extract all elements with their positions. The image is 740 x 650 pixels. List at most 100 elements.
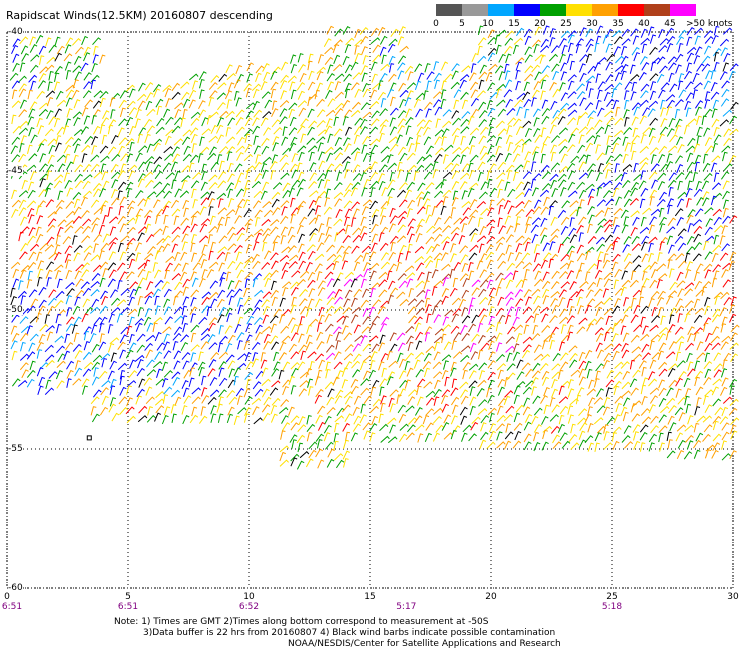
- wind-barb: [612, 29, 622, 38]
- wind-barb: [66, 161, 74, 171]
- wind-barb: [280, 162, 289, 171]
- wind-barb: [226, 151, 233, 161]
- wind-barb: [342, 252, 349, 262]
- wind-barb: [226, 226, 236, 235]
- wind-barb: [648, 236, 658, 244]
- wind-barb: [379, 72, 388, 82]
- wind-barb: [656, 297, 665, 306]
- wind-barb: [37, 80, 46, 89]
- wind-barb: [579, 199, 585, 209]
- wind-barb: [450, 396, 460, 406]
- wind-barb: [371, 242, 378, 252]
- wind-barb: [588, 88, 594, 98]
- wind-barb: [629, 197, 639, 206]
- wind-barb: [566, 298, 573, 308]
- wind-barb: [83, 330, 90, 341]
- wind-barb: [453, 261, 462, 271]
- wind-barb: [684, 252, 691, 263]
- wind-barb: [345, 37, 355, 46]
- wind-barb: [333, 326, 342, 335]
- wind-barb: [676, 271, 684, 281]
- wind-barb: [468, 370, 477, 379]
- wind-barb: [345, 126, 352, 136]
- wind-barb: [605, 169, 611, 179]
- wind-barb: [623, 253, 632, 262]
- wind-barb: [721, 440, 727, 450]
- wind-barb: [559, 165, 569, 174]
- wind-barb: [262, 305, 270, 315]
- wind-barb: [677, 144, 685, 153]
- wind-barb: [720, 47, 728, 57]
- wind-barb: [605, 315, 612, 326]
- wind-barb: [263, 209, 274, 218]
- wind-barb: [620, 63, 629, 73]
- wind-barb: [11, 80, 20, 89]
- wind-barb: [593, 378, 600, 388]
- wind-barb: [327, 290, 336, 300]
- wind-barb: [191, 277, 199, 287]
- wind-barb: [44, 344, 54, 353]
- wind-barb: [327, 388, 335, 398]
- wind-barb: [487, 394, 495, 404]
- wind-barb: [30, 54, 40, 62]
- wind-barb: [596, 152, 606, 161]
- wind-barb: [668, 187, 674, 197]
- wind-barb: [83, 72, 92, 81]
- wind-barb: [272, 100, 278, 110]
- wind-barb: [390, 241, 396, 252]
- wind-barb: [279, 297, 286, 307]
- wind-barb: [91, 136, 99, 146]
- wind-barb: [693, 188, 703, 197]
- wind-barb: [677, 228, 687, 237]
- wind-barb: [29, 170, 37, 181]
- wind-barb: [721, 431, 730, 441]
- wind-barb: [425, 145, 434, 155]
- wind-barb: [99, 406, 109, 416]
- wind-barb: [298, 344, 307, 353]
- wind-barb: [119, 90, 128, 99]
- wind-barb: [138, 277, 146, 287]
- wind-barb: [279, 108, 288, 117]
- wind-barb: [505, 164, 515, 173]
- wind-barb: [624, 261, 633, 270]
- wind-barb: [488, 351, 496, 361]
- wind-barb: [704, 368, 712, 378]
- wind-barb: [80, 281, 90, 289]
- wind-barb: [433, 407, 443, 415]
- wind-barb: [541, 65, 550, 74]
- wind-barb: [569, 352, 578, 362]
- wind-barb: [369, 200, 378, 210]
- wind-barb: [28, 74, 38, 83]
- wind-barb: [182, 360, 190, 370]
- wind-barb: [37, 385, 44, 395]
- wind-barb: [26, 369, 36, 378]
- wind-barb: [515, 57, 525, 65]
- wind-barb: [407, 199, 416, 209]
- wind-barb: [288, 375, 295, 386]
- wind-barb: [181, 241, 188, 251]
- wind-barb: [170, 199, 179, 209]
- wind-barb: [389, 143, 399, 152]
- wind-barb: [145, 270, 152, 281]
- wind-barb: [632, 369, 641, 378]
- wind-barb: [298, 251, 306, 261]
- wind-barb: [39, 178, 46, 188]
- wind-barb: [209, 280, 218, 289]
- wind-barb: [72, 215, 82, 224]
- wind-barb: [327, 98, 336, 107]
- wind-barb: [190, 242, 196, 252]
- wind-barb: [38, 108, 49, 117]
- wind-barb: [523, 98, 532, 108]
- wind-barb: [128, 333, 135, 344]
- wind-barb: [721, 335, 731, 343]
- wind-barb: [360, 216, 367, 226]
- wind-barb: [206, 114, 213, 125]
- wind-barb: [469, 199, 478, 208]
- wind-barb: [102, 267, 109, 278]
- wind-barb: [343, 109, 353, 118]
- wind-barb: [488, 287, 497, 297]
- wind-barb: [252, 88, 260, 99]
- wind-barb: [503, 395, 511, 405]
- wind-barb: [75, 289, 85, 298]
- wind-barb: [621, 224, 629, 234]
